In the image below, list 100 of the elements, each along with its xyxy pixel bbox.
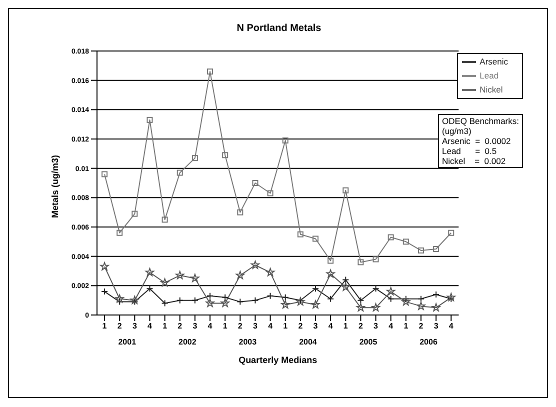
point <box>358 259 364 266</box>
point <box>372 256 379 262</box>
annotation: Lead = 0.5 <box>442 146 498 156</box>
text: 2004 <box>299 338 318 347</box>
point <box>236 270 244 280</box>
point <box>116 230 123 236</box>
legend-label: Arsenic <box>480 56 508 66</box>
point <box>433 246 440 252</box>
point <box>176 296 184 304</box>
point <box>252 180 258 186</box>
point <box>116 298 124 306</box>
point <box>282 294 289 301</box>
point <box>176 270 184 280</box>
point <box>388 234 394 240</box>
point <box>356 303 366 312</box>
point <box>190 274 200 282</box>
x-tick-label: 3 <box>132 322 138 331</box>
x-tick-label: 4 <box>208 322 213 331</box>
point <box>206 298 214 308</box>
x-tick-label: 2 <box>418 322 424 331</box>
point <box>145 268 154 276</box>
y-axis-title: Metals (ug/m3) <box>50 154 60 218</box>
x-tick-label: 3 <box>253 322 258 331</box>
point <box>342 187 349 194</box>
x-tick-label: 4 <box>268 322 274 331</box>
point <box>146 285 154 292</box>
point <box>250 260 260 269</box>
point <box>402 238 409 245</box>
x-tick-label: 2 <box>238 322 243 331</box>
x-tick-label: 4 <box>388 322 394 331</box>
point <box>432 290 440 298</box>
point <box>327 295 334 302</box>
text: 2001 <box>118 338 137 347</box>
point <box>402 297 410 306</box>
x-tick-label: 3 <box>374 322 379 331</box>
x-tick-label: 1 <box>162 322 168 331</box>
point <box>416 302 426 310</box>
annotation: Arsenic = 0.0002 <box>442 136 512 146</box>
point <box>236 298 244 306</box>
x-tick-label: 1 <box>404 322 409 331</box>
point <box>102 171 108 178</box>
point <box>448 230 454 236</box>
x-tick-label: 3 <box>434 322 439 331</box>
point <box>328 258 334 264</box>
x-tick-label: 2 <box>358 322 364 331</box>
x-axis-title: Quarterly Medians <box>238 355 318 365</box>
legend-label: Lead <box>480 70 499 80</box>
point <box>267 190 274 196</box>
point <box>372 285 380 292</box>
point <box>100 262 109 270</box>
point <box>130 296 139 304</box>
x-tick-label: 1 <box>102 322 108 331</box>
point <box>417 295 424 302</box>
point <box>266 292 274 300</box>
x-tick-label: 1 <box>343 322 348 331</box>
point <box>386 287 396 296</box>
point <box>237 209 244 216</box>
point <box>207 68 214 75</box>
point <box>176 170 183 176</box>
point <box>418 247 424 254</box>
point <box>115 294 124 303</box>
point <box>132 210 138 217</box>
point <box>146 116 153 123</box>
text: 2005 <box>359 338 378 347</box>
point <box>281 300 290 308</box>
x-tick-label: 1 <box>283 322 288 331</box>
point <box>191 296 198 304</box>
x-tick-label: 4 <box>148 322 153 331</box>
chart-title: N Portland Metals <box>236 23 322 34</box>
point <box>206 292 214 300</box>
point <box>341 282 350 291</box>
x-tick-label: 3 <box>313 322 318 331</box>
point <box>131 298 138 306</box>
x-tick-label: 2 <box>298 322 304 331</box>
x-tick-label: 3 <box>192 322 198 331</box>
x-tick-label: 1 <box>222 322 228 331</box>
text: 2002 <box>178 338 197 347</box>
point <box>311 300 320 308</box>
point <box>387 295 394 302</box>
point <box>326 269 335 278</box>
point <box>371 303 380 312</box>
point <box>357 296 364 304</box>
legend-label: Nickel <box>480 84 503 94</box>
x-tick-label: 4 <box>328 322 334 331</box>
annotation: Nickel = 0.002 <box>442 156 507 166</box>
point <box>160 278 170 286</box>
point <box>342 276 350 284</box>
point <box>282 137 288 144</box>
point <box>297 231 304 238</box>
point <box>162 216 168 223</box>
annotation: (ug/m3) <box>442 126 472 136</box>
text: 2003 <box>238 338 258 347</box>
point <box>432 303 440 312</box>
point <box>312 285 319 292</box>
x-tick-label: 2 <box>117 322 122 331</box>
point <box>252 296 259 304</box>
annotation: ODEQ Benchmarks: <box>442 116 519 126</box>
x-tick-label: 4 <box>448 322 454 331</box>
x-tick-label: 2 <box>178 322 183 331</box>
point <box>222 152 228 158</box>
